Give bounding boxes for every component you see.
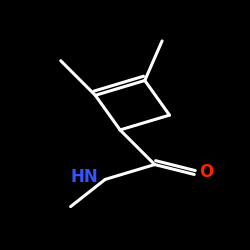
Text: HN: HN <box>70 168 98 186</box>
Text: O: O <box>199 163 214 181</box>
